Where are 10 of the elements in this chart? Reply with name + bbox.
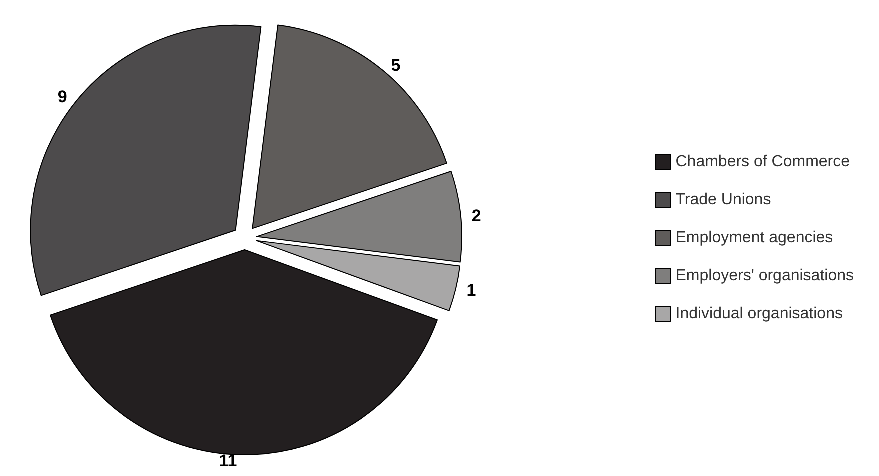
- legend-label: Individual organisations: [676, 306, 843, 322]
- legend-label: Chambers of Commerce: [676, 154, 850, 170]
- data-label: 5: [391, 56, 401, 75]
- data-label: 1: [466, 280, 476, 300]
- legend-label: Employers' organisations: [676, 268, 854, 284]
- data-label: 11: [219, 451, 238, 470]
- legend-label: Employment agencies: [676, 230, 834, 246]
- data-label: 2: [472, 206, 482, 226]
- data-label: 9: [58, 87, 68, 106]
- legend-label: Trade Unions: [676, 192, 772, 208]
